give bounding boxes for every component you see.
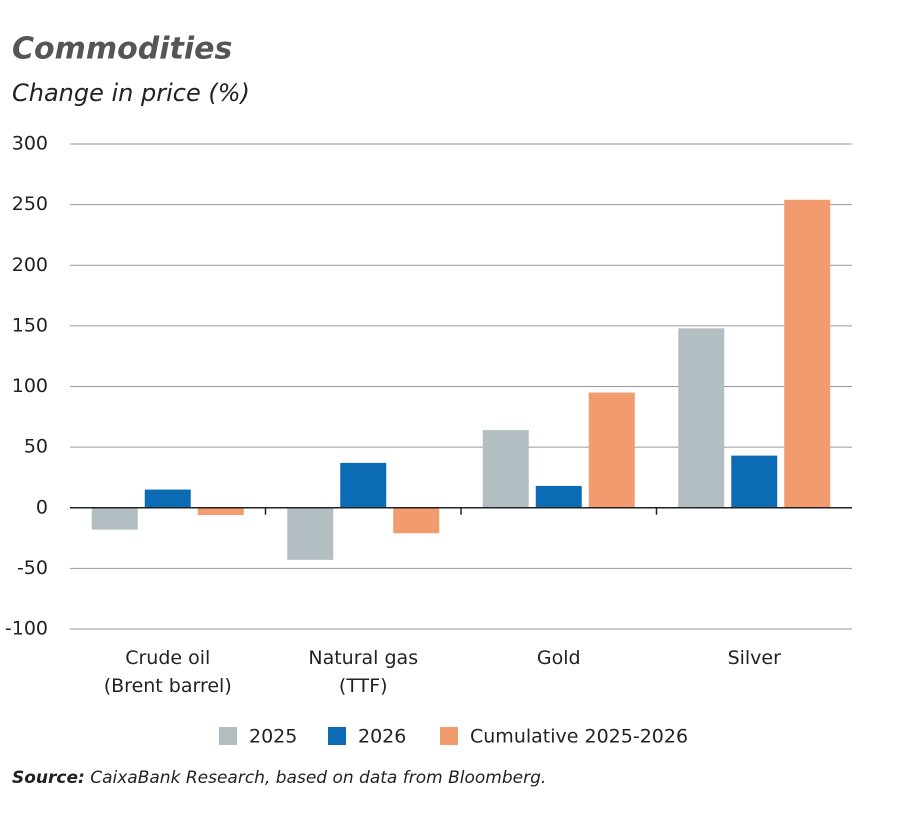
chart-subtitle: Change in price (%) bbox=[12, 79, 250, 107]
legend-swatch bbox=[219, 727, 237, 745]
y-tick-label: 100 bbox=[12, 375, 48, 397]
x-tick-label: Silver bbox=[728, 647, 782, 669]
source-text: CaixaBank Research, based on data from B… bbox=[90, 768, 546, 788]
x-tick-label: Crude oil (Brent barrel) bbox=[104, 647, 232, 697]
bar bbox=[535, 485, 582, 508]
source-label: Source: bbox=[12, 768, 85, 788]
bar bbox=[340, 462, 387, 508]
bar bbox=[197, 507, 244, 516]
bar bbox=[393, 507, 440, 534]
y-tick-label: -50 bbox=[17, 557, 48, 579]
chart-title: Commodities bbox=[12, 32, 232, 67]
x-tick-label: Natural gas (TTF) bbox=[308, 647, 418, 697]
source-note: Source: CaixaBank Research, based on dat… bbox=[12, 768, 546, 788]
legend-swatch bbox=[328, 727, 346, 745]
bar bbox=[588, 392, 635, 508]
y-tick-label: 0 bbox=[36, 496, 48, 518]
y-tick-label: 300 bbox=[12, 133, 48, 155]
y-tick-label: 250 bbox=[12, 193, 48, 215]
legend-swatch bbox=[440, 727, 458, 745]
bar bbox=[678, 328, 725, 508]
legend-label: Cumulative 2025-2026 bbox=[470, 726, 688, 748]
legend-label: 2025 bbox=[249, 726, 297, 748]
bar bbox=[731, 455, 778, 508]
bar bbox=[784, 199, 831, 508]
bar bbox=[287, 507, 334, 560]
bar bbox=[91, 507, 138, 530]
legend-label: 2026 bbox=[358, 726, 406, 748]
y-tick-label: -100 bbox=[5, 618, 48, 640]
y-tick-label: 150 bbox=[12, 314, 48, 336]
bar bbox=[144, 489, 191, 508]
y-tick-label: 200 bbox=[12, 254, 48, 276]
x-tick-label: Gold bbox=[537, 647, 581, 669]
bar bbox=[482, 430, 529, 508]
y-tick-label: 50 bbox=[24, 436, 48, 458]
